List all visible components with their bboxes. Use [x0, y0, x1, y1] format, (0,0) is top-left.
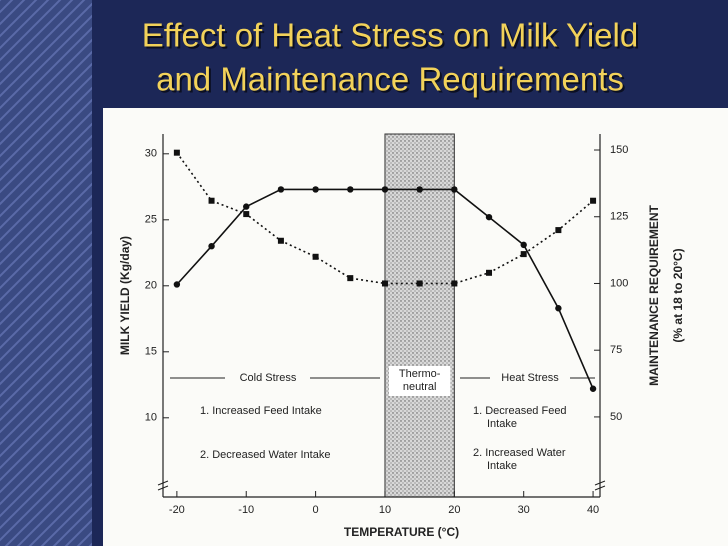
zone-label-box: [388, 366, 451, 396]
data-point: [243, 211, 250, 218]
data-point: [277, 186, 285, 193]
y2-tick-label: 100: [610, 277, 628, 289]
data-point: [173, 281, 181, 288]
data-point: [555, 305, 562, 312]
data-point: [416, 186, 423, 193]
y-tick-label: 10: [145, 412, 157, 424]
cold-effect: 1. Increased Feed Intake: [200, 405, 322, 417]
heat-stress-label: Heat Stress: [501, 372, 559, 384]
data-point: [590, 197, 597, 204]
y2-tick-label: 75: [610, 344, 622, 356]
data-point: [589, 385, 597, 392]
title-shadow: and Maintenance Requirements: [158, 63, 626, 100]
data-point: [451, 186, 458, 193]
chart-title: Effect of Heat Stress on Milk Yield: [142, 17, 638, 54]
y2-axis-title: (% at 18 to 20°C): [671, 248, 685, 342]
data-point: [208, 243, 215, 250]
heat-effect: 2. Increased Water: [473, 447, 566, 459]
data-point: [173, 149, 180, 156]
x-tick-label: 10: [379, 504, 391, 516]
decorative-strip: [0, 0, 92, 546]
x-tick-label: 0: [313, 504, 319, 516]
data-point: [243, 203, 250, 210]
thermoneutral-zone: [384, 133, 455, 498]
y2-tick-label: 150: [610, 144, 628, 156]
data-point: [520, 251, 527, 258]
data-point: [451, 280, 458, 287]
zone-label: neutral: [403, 381, 437, 393]
data-point: [485, 213, 493, 221]
title-shadow: Effect of Heat Stress on Milk Yield: [144, 19, 640, 56]
heat-effect: Intake: [487, 418, 517, 430]
data-point: [520, 241, 527, 249]
x-tick-label: 20: [448, 504, 460, 516]
y2-tick-label: 50: [610, 411, 622, 423]
y-tick-label: 20: [145, 280, 157, 292]
zone-label: Thermo-: [399, 368, 441, 380]
axis-break: [594, 480, 606, 491]
x-tick-label: 40: [587, 504, 599, 516]
data-point: [486, 269, 493, 276]
data-point: [416, 280, 423, 287]
data-point: [555, 227, 562, 234]
heat-effect: Intake: [487, 460, 517, 472]
y-tick-label: 30: [145, 148, 157, 160]
y-tick-label: 25: [145, 214, 157, 226]
data-point: [347, 275, 354, 282]
y2-tick-label: 125: [610, 211, 628, 223]
x-tick-label: 30: [518, 504, 530, 516]
cold-effect: 2. Decreased Water Intake: [200, 449, 330, 461]
data-point: [312, 186, 319, 193]
x-tick-label: -10: [238, 504, 254, 516]
axis-break: [157, 480, 169, 491]
data-point: [381, 280, 388, 287]
y-axis-title: MILK YIELD (Kg/day): [118, 236, 132, 355]
x-axis-title: TEMPERATURE (°C): [344, 525, 459, 539]
chart-title: and Maintenance Requirements: [156, 61, 624, 98]
y-tick-label: 15: [145, 346, 157, 358]
data-point: [208, 197, 215, 204]
heat-effect: 1. Decreased Feed: [473, 405, 567, 417]
cold-stress-label: Cold Stress: [240, 372, 297, 384]
data-point: [277, 237, 284, 244]
y2-axis-title: MAINTENANCE REQUIREMENT: [647, 204, 661, 385]
data-point: [312, 253, 319, 260]
data-point: [381, 186, 389, 193]
data-point: [347, 186, 354, 193]
x-tick-label: -20: [169, 504, 185, 516]
